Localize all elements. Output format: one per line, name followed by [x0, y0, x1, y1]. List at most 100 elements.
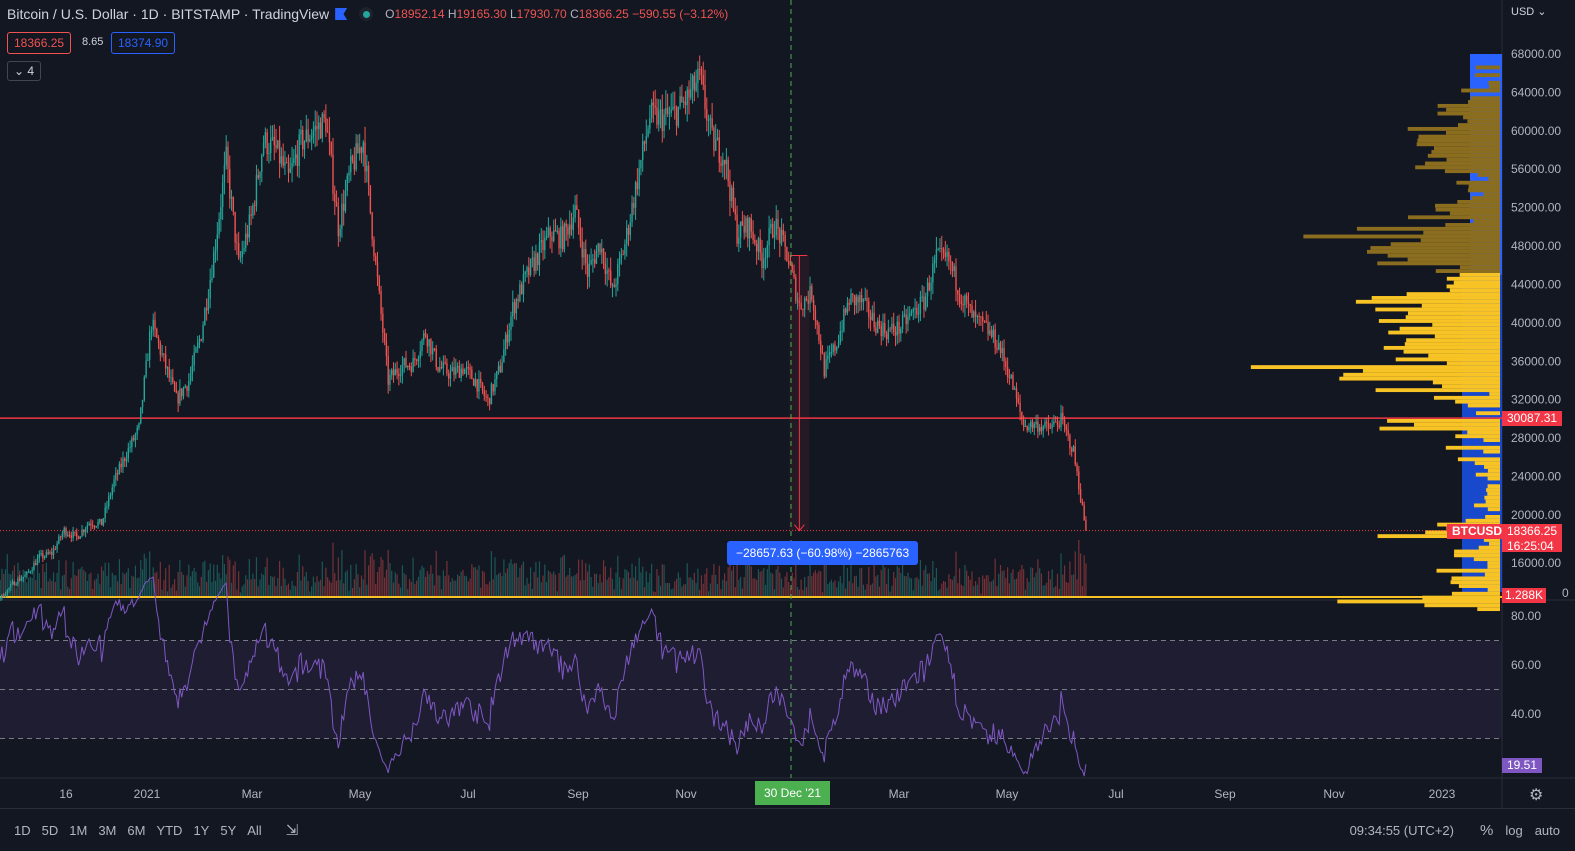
volume-profile-bar [1343, 372, 1500, 377]
volume-profile-bar [1467, 188, 1500, 193]
candle-body [643, 141, 646, 144]
volume-bar [257, 586, 259, 598]
date-range-icon[interactable]: ⇲ [285, 822, 299, 839]
candle-body [926, 282, 929, 297]
range-ytd[interactable]: YTD [156, 822, 183, 838]
candle-body [189, 373, 192, 382]
candle-body [741, 221, 744, 226]
volume-bar [693, 572, 695, 598]
candle-body [175, 390, 178, 393]
volume-bar [376, 572, 379, 598]
candle-body [125, 458, 128, 462]
candle-body [503, 349, 505, 363]
volume-bar [529, 567, 532, 598]
symbol-title[interactable]: Bitcoin / U.S. Dollar · 1D · BITSTAMP · … [7, 6, 330, 22]
volume-profile-bar [1427, 153, 1500, 158]
volume-bar [588, 564, 590, 598]
volume-bar [786, 572, 788, 598]
candle-body [177, 392, 179, 404]
range-all[interactable]: All [247, 822, 262, 838]
candle-body [805, 298, 808, 300]
volume-bar [344, 572, 347, 598]
volume-bar [859, 568, 861, 598]
volume-bar [871, 583, 873, 598]
volume-bar [416, 580, 418, 598]
chart-canvas[interactable]: 16 2021 Mar May Jul Sep Nov Mar May Jul Sep Nov 2023… [0, 0, 1575, 808]
volume-bar [95, 578, 97, 598]
volume-bar [218, 573, 220, 598]
volume-bar [909, 577, 911, 598]
volume-profile-bar [1468, 184, 1500, 189]
candle-body [6, 589, 8, 595]
range-1y[interactable]: 1Y [193, 822, 210, 838]
candle-body [547, 227, 550, 236]
volume-bar [157, 578, 160, 598]
candle-body [640, 159, 642, 169]
candle-body [1081, 501, 1084, 505]
volume-bar [624, 569, 626, 598]
range-1m[interactable]: 1M [69, 822, 88, 838]
range-3m[interactable]: 3M [98, 822, 117, 838]
crosshair-date-label: 30 Dec '21 [755, 781, 830, 805]
candle-body [148, 332, 151, 360]
range-6m[interactable]: 6M [127, 822, 146, 838]
volume-bar [551, 574, 553, 598]
volume-profile-bar [1425, 161, 1500, 166]
buy-button[interactable]: 18374.90 [111, 32, 176, 54]
volume-bar [528, 583, 530, 598]
percent-toggle[interactable]: % [1479, 821, 1494, 839]
currency-selector[interactable]: USD ⌄ [1511, 6, 1547, 18]
volume-bar [348, 590, 350, 598]
volume-bar [150, 579, 153, 598]
volume-bar [245, 575, 247, 598]
time-tick-label: Jul [460, 787, 475, 801]
volume-bar [414, 583, 416, 598]
range-1d[interactable]: 1D [14, 822, 31, 838]
volume-profile-bar [1421, 303, 1500, 308]
candle-body [980, 316, 982, 318]
volume-bar [473, 567, 475, 598]
candle-body [278, 140, 281, 164]
candle-body [731, 187, 733, 201]
candle-body [930, 282, 932, 291]
candle-body [440, 367, 443, 369]
candle-body [227, 146, 229, 170]
candle-body [661, 109, 663, 132]
flag-icon[interactable] [335, 8, 348, 20]
volume-bar [942, 581, 945, 598]
clock[interactable]: 09:34:55 (UTC+2) [1349, 822, 1454, 838]
auto-toggle[interactable]: auto [1534, 822, 1560, 838]
candle-body [811, 286, 813, 301]
range-5y[interactable]: 5Y [220, 822, 237, 838]
volume-bar [211, 582, 213, 598]
volume-profile-bar [1379, 426, 1500, 431]
candle-body [885, 333, 888, 340]
indicators-toggle[interactable]: ⌄ 4 [7, 61, 42, 81]
candle-body [729, 181, 731, 201]
candle-body [154, 319, 156, 329]
log-toggle[interactable]: log [1505, 822, 1523, 838]
volume-bar [448, 575, 450, 598]
range-5d[interactable]: 5D [41, 822, 59, 838]
volume-bar [741, 588, 743, 598]
candle-body [537, 253, 539, 266]
volume-bar [19, 570, 21, 598]
volume-bar [88, 574, 90, 598]
volume-bar [1044, 584, 1046, 598]
sell-button[interactable]: 18366.25 [7, 32, 72, 54]
volume-profile-bar [1446, 157, 1500, 162]
volume-profile-bar [1483, 538, 1500, 542]
candle-body [184, 386, 186, 388]
volume-bar [163, 579, 165, 598]
volume-bar [483, 572, 485, 598]
candle-body [848, 302, 850, 305]
settings-gear-icon[interactable]: ⚙ [1529, 787, 1544, 804]
candle-body [483, 390, 485, 397]
time-tick-label: 16 [59, 787, 73, 801]
volume-bar [469, 578, 471, 598]
volume-bar [802, 589, 804, 598]
candle-body [681, 96, 683, 103]
volume-profile-bar [1356, 226, 1500, 231]
candle-body [524, 271, 526, 275]
volume-bar [820, 571, 822, 598]
